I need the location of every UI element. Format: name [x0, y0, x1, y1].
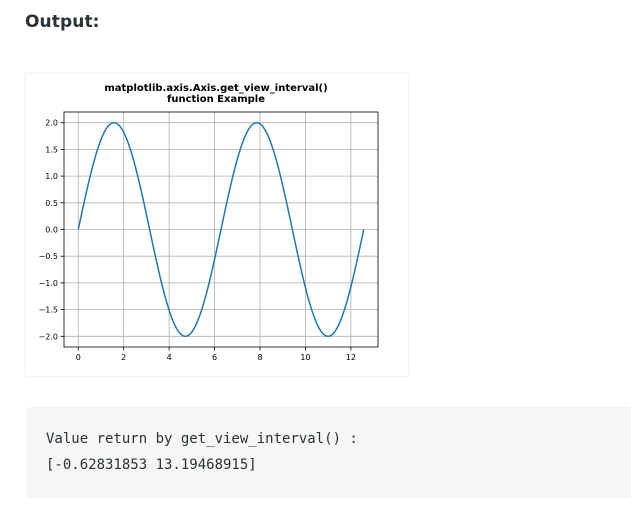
- y-tick-label: 1.5: [45, 145, 58, 154]
- chart-title-line-2: function Example: [167, 94, 265, 105]
- series-line: [77, 121, 365, 338]
- plot-frame: [63, 111, 379, 348]
- output-heading: Output:: [25, 12, 100, 32]
- x-tick-label: 8: [257, 353, 262, 362]
- y-tick-label: −2.0: [39, 332, 58, 341]
- y-tick-label: 1.0: [45, 172, 58, 181]
- x-tick-label: 12: [346, 353, 356, 362]
- output-line-2: [-0.62831853 13.19468915]: [46, 457, 257, 473]
- y-tick-label: 0.0: [45, 226, 58, 235]
- figure-card: matplotlib.axis.Axis.get_view_interval()…: [26, 74, 408, 376]
- sine-chart: matplotlib.axis.Axis.get_view_interval()…: [39, 83, 379, 362]
- output-code-block: Value return by get_view_interval() : [-…: [26, 407, 631, 498]
- x-tick-label: 4: [167, 353, 172, 362]
- y-tick-label: −0.5: [39, 252, 58, 261]
- output-line-1: Value return by get_view_interval() :: [46, 431, 358, 447]
- y-tick-label: 2.0: [45, 119, 58, 128]
- x-tick-label: 0: [76, 353, 81, 362]
- y-tick-label: −1.0: [39, 279, 58, 288]
- x-tick-label: 6: [212, 353, 217, 362]
- x-tick-label: 2: [121, 353, 126, 362]
- y-tick-label: −1.5: [39, 306, 58, 315]
- x-tick-label: 10: [300, 353, 310, 362]
- y-tick-label: 0.5: [45, 199, 58, 208]
- chart-title-line-1: matplotlib.axis.Axis.get_view_interval(): [104, 83, 327, 94]
